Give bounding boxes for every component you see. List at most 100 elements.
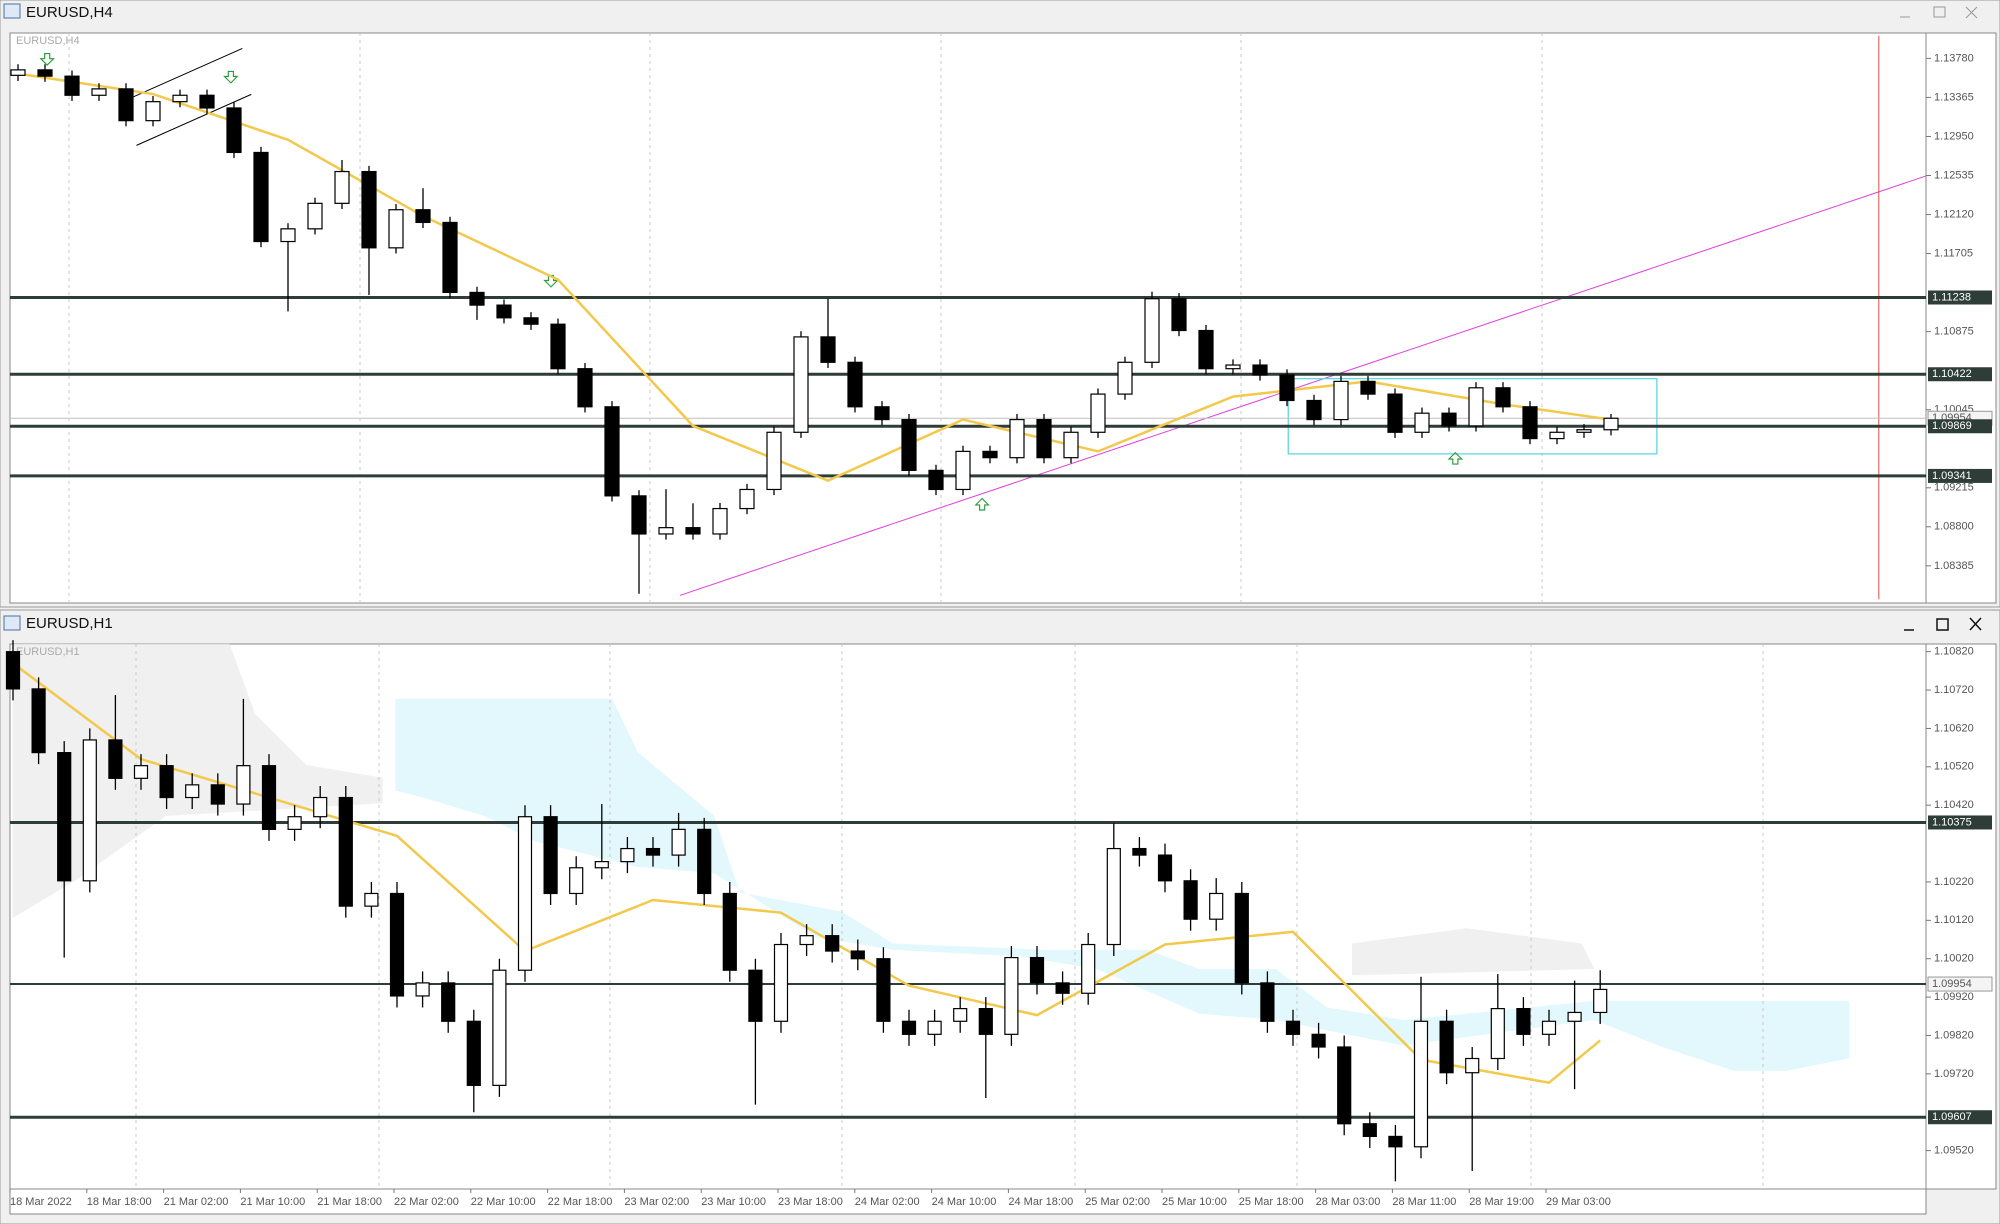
y-tick-label: 1.10520 — [1934, 761, 1974, 773]
candle-body — [442, 221, 458, 294]
window-buttons[interactable] — [1900, 6, 1978, 19]
level-box — [1928, 468, 1992, 483]
x-tick-label: 21 Mar 02:00 — [164, 1196, 229, 1208]
window-title: EURUSD,H1 — [26, 615, 113, 632]
candle-body — [1567, 1011, 1582, 1022]
current-price-box — [1927, 976, 1993, 992]
candle-body — [1465, 1057, 1480, 1074]
candle-body — [280, 228, 296, 243]
candle-body — [466, 1020, 481, 1086]
candle-body — [185, 784, 200, 799]
candle-body — [671, 828, 686, 856]
candle-body — [722, 892, 737, 971]
candle-body — [37, 69, 53, 77]
candle-body — [1157, 854, 1173, 882]
candle-body — [388, 209, 404, 249]
y-tick-label: 1.12535 — [1934, 169, 1974, 181]
channel-line[interactable] — [127, 47, 243, 100]
candle-body — [594, 861, 609, 869]
candle-body — [1106, 847, 1121, 946]
arrows — [39, 52, 1464, 511]
candle-body — [1117, 361, 1133, 395]
candle-body — [1055, 982, 1070, 994]
candle-body — [978, 1008, 993, 1035]
y-tick-label: 1.08385 — [1934, 560, 1974, 572]
candle-body — [364, 892, 379, 907]
candle-body — [1004, 956, 1019, 1035]
y-tick-label: 1.10720 — [1934, 684, 1974, 696]
x-tick-label: 23 Mar 10:00 — [701, 1196, 766, 1208]
y-tick-label: 1.10420 — [1934, 799, 1974, 811]
candle-body — [226, 107, 242, 154]
candle-body — [236, 765, 251, 805]
y-tick-label: 1.10120 — [1934, 914, 1974, 926]
y-tick-label: 1.09720 — [1934, 1068, 1974, 1080]
candle-body — [658, 527, 674, 535]
candle-body — [334, 170, 350, 204]
candle-body — [1081, 943, 1096, 994]
candle-body — [31, 688, 46, 754]
candle-body — [1225, 364, 1241, 370]
candle-body — [799, 935, 814, 946]
candle-body — [1388, 1135, 1403, 1148]
candle-body — [1593, 988, 1608, 1014]
candle-body — [685, 527, 701, 535]
level-label: 1.09869 — [1932, 420, 1972, 432]
x-tick-label: 25 Mar 18:00 — [1239, 1196, 1304, 1208]
trend-line[interactable] — [679, 175, 1927, 596]
y-tick-label: 1.10875 — [1934, 326, 1974, 338]
window-icon — [3, 3, 21, 19]
x-tick-label: 21 Mar 18:00 — [317, 1196, 382, 1208]
candle-body — [793, 336, 809, 433]
y-tick-label: 1.12120 — [1934, 208, 1974, 220]
candle-body — [1495, 387, 1511, 408]
y-tick-label: 1.10820 — [1934, 646, 1974, 658]
y-tick-label: 1.10620 — [1934, 722, 1974, 734]
candle-body — [1234, 892, 1249, 984]
level-box — [1928, 1110, 1992, 1125]
candle-body — [901, 418, 917, 471]
candle-body — [766, 431, 782, 491]
candle-body — [1414, 412, 1430, 433]
candle-body — [953, 1008, 968, 1022]
candle-body — [876, 958, 891, 1022]
time-axis — [9, 1188, 1927, 1215]
candle-body — [543, 816, 558, 895]
range-box[interactable] — [1287, 378, 1658, 455]
candle-body — [389, 892, 405, 997]
candle-body — [199, 94, 215, 109]
candle-body — [517, 816, 533, 971]
candle-body — [1285, 1020, 1301, 1035]
x-tick-label: 24 Mar 02:00 — [855, 1196, 920, 1208]
candle-body — [1387, 393, 1403, 433]
candle-body — [10, 69, 26, 76]
x-tick-label: 28 Mar 11:00 — [1392, 1196, 1456, 1208]
candle-body — [1337, 1046, 1352, 1125]
candle-body — [850, 950, 865, 960]
candle-body — [550, 323, 566, 370]
x-tick-label: 28 Mar 03:00 — [1316, 1196, 1381, 1208]
level-box — [1928, 367, 1992, 382]
x-tick-label: 22 Mar 10:00 — [471, 1196, 536, 1208]
candle-body — [748, 969, 763, 1022]
candle-body — [1063, 431, 1079, 459]
x-tick-label: 23 Mar 18:00 — [778, 1196, 843, 1208]
candle-body — [1362, 1123, 1377, 1138]
watermark: EURUSD,H4 — [16, 35, 80, 47]
window-buttons[interactable] — [1904, 617, 1982, 631]
candle-body — [1029, 956, 1045, 984]
level-label: 1.10422 — [1932, 368, 1972, 380]
candle-body — [1036, 418, 1052, 459]
x-tick-label: 18 Mar 2022 — [10, 1196, 72, 1208]
level-box — [1928, 419, 1992, 434]
candle-body — [1311, 1033, 1326, 1048]
candle-body — [338, 796, 353, 907]
candle-body — [1260, 982, 1275, 1022]
candle-body — [1198, 329, 1214, 370]
candle-body — [982, 450, 998, 459]
candle-body — [145, 101, 161, 122]
channel-line[interactable] — [136, 93, 252, 146]
candle-body — [307, 202, 323, 230]
price-axis — [1925, 643, 1997, 1190]
